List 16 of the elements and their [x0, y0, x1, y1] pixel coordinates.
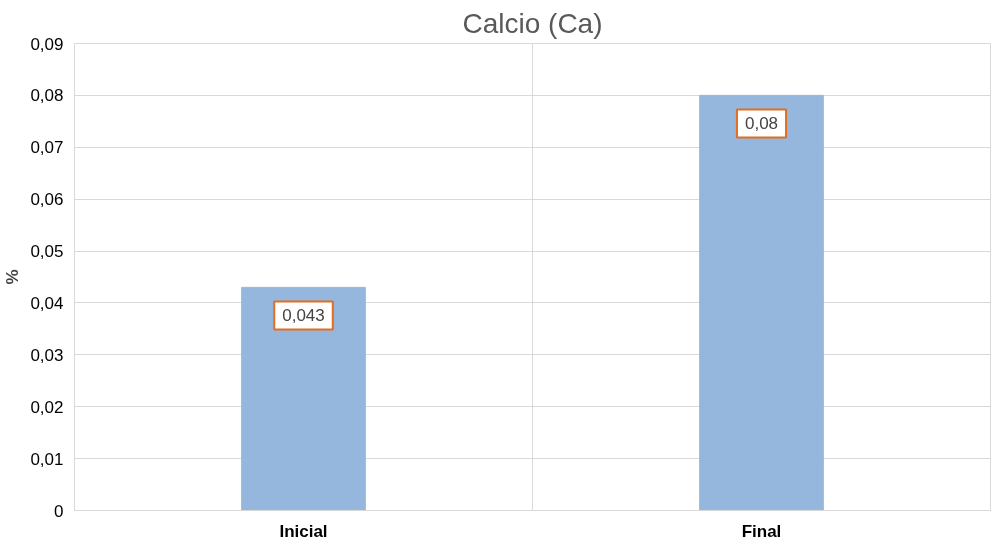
y-tick-label: 0,09	[30, 34, 64, 54]
y-tick-label: 0,02	[30, 397, 64, 417]
x-tick-label: Final	[741, 521, 782, 541]
y-tick-label: 0,05	[30, 242, 64, 262]
data-label: 0,043	[282, 306, 325, 326]
y-tick-label: 0,06	[30, 190, 64, 210]
chart-title: Calcio (Ca)	[462, 7, 603, 39]
y-tick-label: 0,01	[30, 449, 64, 469]
y-tick-label: 0,07	[30, 138, 64, 158]
y-tick-label: 0,03	[30, 345, 64, 365]
y-tick-label: 0,04	[30, 293, 64, 313]
y-tick-label: 0,08	[30, 86, 64, 106]
data-label: 0,08	[744, 114, 779, 134]
y-axis-title: %	[3, 269, 23, 285]
x-tick-label: Inicial	[279, 521, 328, 541]
y-tick-label: 0	[54, 501, 64, 521]
